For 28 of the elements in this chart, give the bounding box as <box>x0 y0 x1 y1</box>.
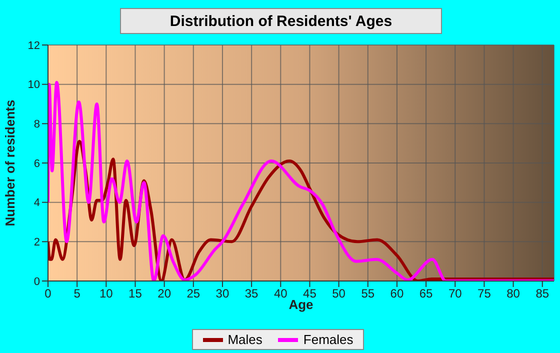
y-axis-title: Number of residents <box>2 100 18 226</box>
y-tick-label: 8 <box>34 118 40 131</box>
x-tick-label: 55 <box>361 286 375 301</box>
x-tick-label: 35 <box>244 286 259 301</box>
x-tick-label: 65 <box>419 286 434 301</box>
x-tick-label: 40 <box>274 286 288 301</box>
x-tick-label: 70 <box>448 286 462 301</box>
x-tick-label: 60 <box>390 286 404 301</box>
legend-label: Males <box>226 332 262 347</box>
legend-label: Females <box>302 332 354 347</box>
x-tick-label: 20 <box>158 286 172 301</box>
x-tick-label: 10 <box>99 286 114 301</box>
x-tick-label: 80 <box>506 286 520 301</box>
x-tick-label: 0 <box>44 286 52 301</box>
x-tick-label: 85 <box>536 286 550 301</box>
y-tick-label: 4 <box>34 197 40 210</box>
x-tick-label: 30 <box>216 286 230 301</box>
x-tick-label: 15 <box>128 286 142 301</box>
x-tick-label: 5 <box>74 286 81 301</box>
y-tick-label: 2 <box>34 236 40 249</box>
x-tick-label: 50 <box>332 286 346 301</box>
y-tick-label: 0 <box>34 276 40 288</box>
x-tick-label: 25 <box>186 286 200 301</box>
y-tick-label: 12 <box>28 40 40 52</box>
x-tick-label: 75 <box>478 286 492 301</box>
y-tick-label: 6 <box>34 158 40 170</box>
chart-title: Distribution of Residents' Ages <box>120 8 442 34</box>
y-tick-label: 10 <box>28 79 40 92</box>
